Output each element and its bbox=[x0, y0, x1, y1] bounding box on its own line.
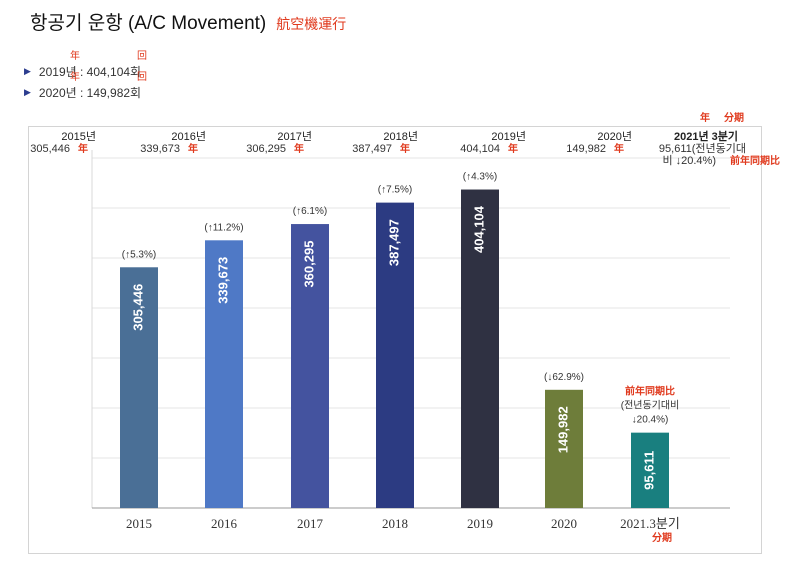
bar bbox=[461, 189, 499, 508]
bar-value-label: 360,295 bbox=[301, 241, 316, 288]
legend-year-note: 年 bbox=[700, 111, 710, 124]
change-label-line: (전년동기대비 bbox=[621, 400, 680, 412]
legend-value-line2: 비 ↓20.4%) bbox=[662, 154, 716, 167]
bar-value-label: 149,982 bbox=[555, 406, 570, 453]
summary-year-note-2: 年 bbox=[70, 72, 80, 83]
bar-value-label: 387,497 bbox=[386, 219, 401, 266]
change-label: (↓62.9%) bbox=[544, 372, 584, 383]
x-tick-label: 2016 bbox=[211, 516, 238, 531]
legend-value: 339,673 bbox=[140, 143, 180, 155]
bar bbox=[291, 224, 329, 508]
summary-item: ▶ 2019년 : 404,104회 bbox=[24, 63, 141, 80]
x-tick-label: 2021.3분기 bbox=[620, 516, 680, 531]
summary-count-note-1: 回 bbox=[137, 51, 147, 62]
legend-value: 387,497 bbox=[352, 143, 392, 155]
summary-count-note-2: 回 bbox=[137, 72, 147, 83]
change-label: (↑5.3%) bbox=[122, 249, 156, 260]
legend-value: 149,982 bbox=[566, 143, 606, 155]
legend-value: 95,611(전년동기대 bbox=[659, 142, 746, 155]
summary-text: 2020년 : 149,982회 bbox=[38, 86, 142, 100]
chart-frame bbox=[28, 126, 762, 554]
x-tick-label: 2017 bbox=[297, 516, 324, 531]
legend-year: 2021년 3분기 bbox=[674, 129, 738, 143]
legend-value: 404,104 bbox=[460, 143, 500, 155]
bar bbox=[545, 389, 583, 508]
bar-value-label: 339,673 bbox=[215, 257, 230, 304]
bar bbox=[120, 267, 158, 508]
bar bbox=[631, 432, 669, 508]
bar bbox=[205, 240, 243, 508]
summary-text: 2019년 : 404,104회 bbox=[38, 65, 142, 79]
legend-year: 2018년 bbox=[383, 130, 418, 143]
legend-value: 306,295 bbox=[246, 143, 286, 155]
bar-value-label: 305,446 bbox=[130, 284, 145, 331]
bar-value-label: 95,611 bbox=[641, 451, 656, 490]
legend-year-note: 年 bbox=[78, 142, 88, 155]
x-tick-label: 2018 bbox=[382, 516, 408, 531]
change-label: (↑4.3%) bbox=[463, 172, 497, 183]
legend-year-note: 年 bbox=[294, 142, 304, 155]
legend-quarter-note: 分期 bbox=[724, 111, 744, 124]
legend-year-note: 年 bbox=[614, 142, 624, 155]
x-tick-label: 2019 bbox=[467, 516, 493, 531]
legend-year: 2015년 bbox=[61, 130, 96, 143]
same-period-note: 前年同期比 bbox=[625, 385, 675, 398]
quarter-note: 分期 bbox=[652, 531, 672, 544]
x-tick-label: 2020 bbox=[551, 516, 577, 531]
triangle-icon: ▶ bbox=[24, 66, 31, 76]
bar-value-label: 404,104 bbox=[471, 205, 486, 253]
change-label: (↑11.2%) bbox=[204, 222, 243, 233]
legend-year: 2017년 bbox=[277, 130, 312, 143]
legend-year-note: 年 bbox=[188, 142, 198, 155]
title-note: 航空機運行 bbox=[276, 16, 347, 32]
summary-item: ▶ 2020년 : 149,982회 bbox=[24, 84, 141, 101]
legend-same-period-note: 前年同期比 bbox=[730, 154, 780, 167]
page-title-row: 항공기 운항 (A/C Movement) 航空機運行 bbox=[30, 8, 346, 35]
bar bbox=[376, 202, 414, 508]
legend-year-note: 年 bbox=[400, 142, 410, 155]
summary-year-note-1: 年 bbox=[70, 51, 80, 62]
legend-year: 2019년 bbox=[491, 130, 526, 143]
legend-year: 2020년 bbox=[597, 130, 632, 143]
change-label: (↑7.5%) bbox=[378, 185, 412, 196]
triangle-icon: ▶ bbox=[24, 87, 31, 97]
page-title: 항공기 운항 (A/C Movement) bbox=[30, 13, 267, 34]
change-label: (↑6.1%) bbox=[293, 206, 327, 217]
legend-year-note: 年 bbox=[508, 142, 518, 155]
x-tick-label: 2015 bbox=[126, 516, 152, 531]
legend-value: 305,446 bbox=[30, 143, 70, 155]
legend-year: 2016년 bbox=[171, 130, 206, 143]
change-label-line: ↓20.4%) bbox=[632, 415, 669, 426]
